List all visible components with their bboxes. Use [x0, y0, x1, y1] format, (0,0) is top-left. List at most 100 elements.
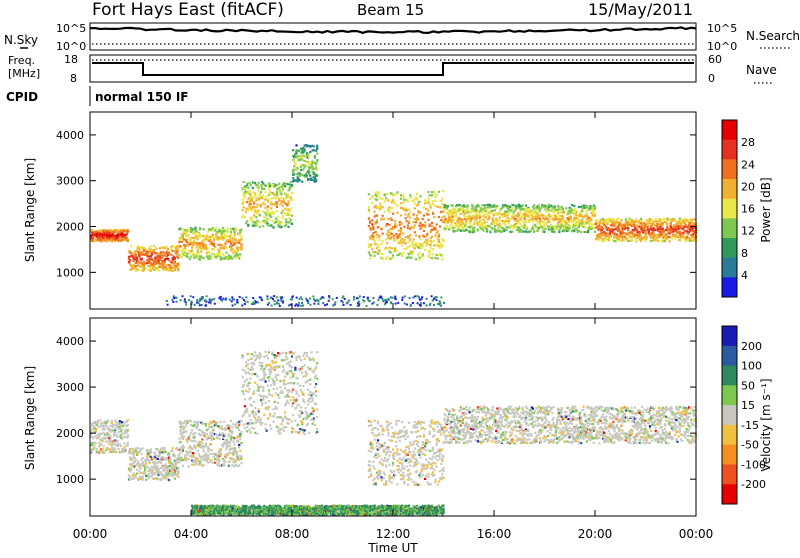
- data-cell: [341, 300, 343, 302]
- power-ylabel: Slant Range [km]: [23, 158, 37, 262]
- data-cell: [316, 175, 318, 177]
- data-cell: [123, 446, 125, 448]
- data-cell: [444, 209, 446, 211]
- data-cell: [209, 453, 211, 455]
- data-cell: [631, 237, 633, 239]
- data-cell: [371, 219, 373, 221]
- data-cell: [211, 449, 213, 451]
- data-cell: [649, 218, 651, 220]
- data-cell: [224, 461, 226, 463]
- data-cell: [368, 209, 370, 211]
- data-cell: [243, 414, 245, 416]
- data-cell: [281, 296, 283, 298]
- data-cell: [135, 450, 137, 452]
- data-cell: [396, 205, 398, 207]
- data-cell: [670, 231, 672, 233]
- data-cell: [273, 213, 275, 215]
- data-cell: [170, 468, 172, 470]
- data-cell: [419, 299, 421, 301]
- data-cell: [149, 468, 151, 470]
- data-cell: [237, 440, 239, 442]
- data-cell: [244, 381, 246, 383]
- data-cell: [238, 421, 240, 423]
- data-cell: [558, 223, 560, 225]
- data-cell: [149, 258, 151, 260]
- data-cell: [174, 478, 176, 480]
- data-cell: [379, 206, 381, 208]
- data-cell: [392, 254, 394, 256]
- data-cell: [436, 194, 438, 196]
- data-cell: [153, 265, 155, 267]
- data-cell: [190, 420, 192, 422]
- data-cell: [293, 165, 295, 167]
- data-cell: [425, 208, 427, 210]
- data-cell: [166, 300, 168, 302]
- data-cell: [594, 213, 596, 215]
- data-cell: [417, 218, 419, 220]
- data-cell: [573, 205, 575, 207]
- data-cell: [439, 225, 441, 227]
- data-cell: [371, 223, 373, 225]
- data-cell: [393, 240, 395, 242]
- data-cell: [162, 247, 164, 249]
- data-cell: [310, 304, 312, 306]
- data-cell: [228, 465, 230, 467]
- data-cell: [91, 428, 93, 430]
- data-cell: [489, 206, 491, 208]
- data-cell: [542, 222, 544, 224]
- data-cell: [221, 247, 223, 249]
- data-cell: [299, 173, 301, 175]
- noise-tick-bottom-left: 10^0: [56, 40, 86, 53]
- data-cell: [229, 452, 231, 454]
- data-cell: [549, 221, 551, 223]
- data-cell: [259, 214, 261, 216]
- data-cell: [290, 219, 292, 221]
- data-cell: [410, 257, 412, 259]
- data-cell: [115, 451, 117, 453]
- data-cell: [180, 426, 182, 428]
- data-cell: [376, 304, 378, 306]
- data-cell: [307, 302, 309, 304]
- data-cell: [173, 463, 175, 465]
- data-cell: [433, 191, 435, 193]
- data-cell: [232, 441, 234, 443]
- data-cell: [173, 264, 175, 266]
- data-cell: [457, 224, 459, 226]
- data-cell: [135, 447, 137, 449]
- data-cell: [139, 254, 141, 256]
- data-cell: [281, 197, 283, 199]
- data-cell: [438, 191, 440, 193]
- data-cell: [220, 450, 222, 452]
- data-cell: [618, 238, 620, 240]
- y-tick-label: 3000: [56, 175, 84, 188]
- data-cell: [238, 446, 240, 448]
- y-tick-label: 4000: [56, 129, 84, 142]
- data-cell: [541, 205, 543, 207]
- data-cell: [152, 259, 154, 261]
- data-cell: [363, 300, 365, 302]
- data-cell: [372, 228, 374, 230]
- data-cell: [437, 257, 439, 259]
- data-cell: [159, 453, 161, 455]
- data-cell: [210, 302, 212, 304]
- data-cell: [634, 234, 636, 236]
- data-cell: [539, 210, 541, 212]
- data-cell: [382, 215, 384, 217]
- data-cell: [485, 216, 487, 218]
- data-cell: [137, 447, 139, 449]
- data-cell: [422, 242, 424, 244]
- data-cell: [208, 423, 210, 425]
- data-cell: [374, 211, 376, 213]
- data-cell: [562, 217, 564, 219]
- data-cell: [291, 199, 293, 201]
- data-cell: [246, 220, 248, 222]
- data-cell: [278, 303, 280, 305]
- data-cell: [205, 424, 207, 426]
- data-cell: [97, 422, 99, 424]
- data-cell: [506, 220, 508, 222]
- data-cell: [670, 222, 672, 224]
- data-cell: [422, 224, 424, 226]
- data-cell: [683, 229, 685, 231]
- data-cell: [601, 232, 603, 234]
